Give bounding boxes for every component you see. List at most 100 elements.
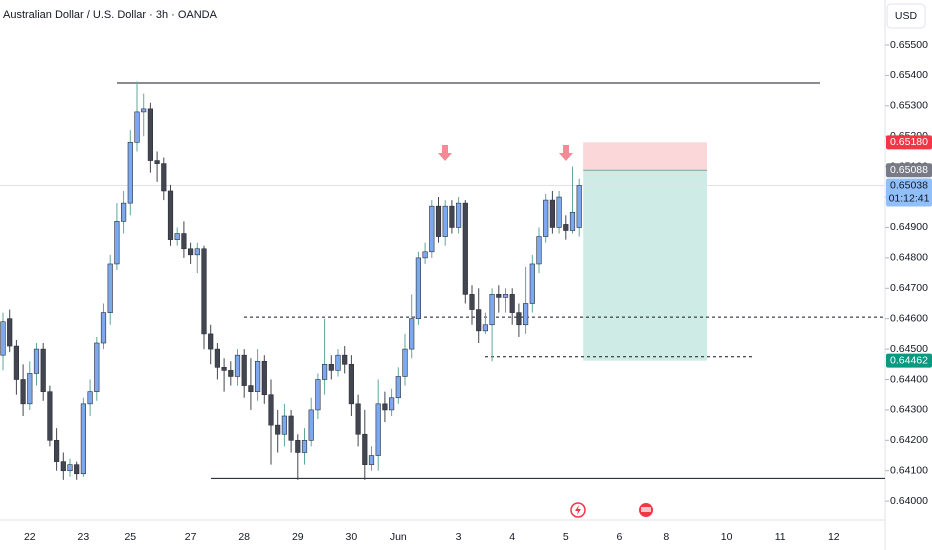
candle-body	[208, 333, 214, 350]
currency-button[interactable]	[886, 3, 926, 29]
y-tick-label: 0.64100	[890, 465, 928, 477]
candle-body	[335, 354, 341, 371]
candle-body	[362, 433, 368, 465]
candle-body	[355, 403, 361, 435]
candle-body	[201, 248, 207, 335]
y-tick-label: 0.64800	[890, 252, 928, 264]
candle-body	[268, 394, 274, 426]
candle-body	[496, 294, 502, 298]
candle-body	[100, 312, 107, 344]
candle-body	[522, 303, 529, 326]
candle-body	[167, 190, 174, 240]
candle-body	[301, 440, 308, 453]
candle-body	[563, 224, 569, 231]
candle-body	[87, 391, 93, 405]
candle-body	[516, 312, 522, 326]
candle-body	[147, 108, 154, 161]
candle-body	[107, 263, 113, 313]
candle-body	[27, 373, 33, 405]
candle-body	[141, 108, 147, 113]
price-tag-label: 0.65038	[890, 179, 928, 191]
candle-body	[275, 424, 281, 435]
candle-body	[221, 367, 227, 371]
candle-body	[388, 397, 395, 411]
candle-body	[482, 324, 489, 332]
x-tick-label: 10	[721, 531, 733, 543]
candle-body	[556, 196, 562, 228]
signal-arrow	[559, 145, 573, 161]
x-tick-label: 27	[185, 531, 197, 543]
price-tag	[886, 353, 932, 368]
y-tick-label: 0.64400	[890, 373, 928, 385]
candle-body	[328, 364, 334, 371]
candle-body	[449, 205, 455, 228]
candle-body	[476, 309, 482, 332]
candle-body	[348, 364, 355, 405]
x-tick-label: 11	[775, 531, 786, 543]
candle-body	[154, 160, 160, 164]
candle-body	[469, 294, 475, 310]
candle-body	[13, 345, 19, 380]
candle-body	[214, 348, 221, 368]
candle-body	[94, 342, 100, 392]
candle-body	[281, 415, 288, 435]
candle-body	[20, 379, 26, 405]
price-tag	[886, 135, 932, 150]
candle-body	[161, 163, 167, 192]
candle-body	[342, 354, 348, 365]
candle-body	[549, 199, 555, 228]
candle-body	[415, 257, 422, 319]
candle-body	[536, 236, 542, 265]
y-tick-label: 0.64900	[890, 221, 928, 233]
candle-body	[569, 211, 576, 231]
x-tick-label: 12	[828, 531, 840, 543]
x-tick-label: 30	[346, 531, 358, 543]
candle-body	[127, 142, 133, 204]
candle-body	[194, 248, 200, 256]
candle-body	[442, 205, 448, 237]
price-tag	[886, 178, 932, 207]
y-tick-label: 0.64000	[890, 495, 928, 507]
price-tag-label: 0.64462	[890, 354, 928, 366]
candle-body	[40, 348, 46, 392]
y-tick-label: 0.64700	[890, 282, 928, 294]
candle-body	[509, 294, 515, 313]
countdown-label: 01:12:41	[889, 192, 930, 204]
candle-body	[368, 455, 375, 465]
signal-arrow	[438, 145, 452, 161]
candle-body	[529, 263, 535, 304]
candle-body	[395, 376, 401, 399]
currency-label[interactable]: USD	[895, 10, 918, 22]
price-tag-label: 0.65088	[890, 164, 928, 176]
y-tick-label: 0.65300	[890, 100, 928, 112]
candle-body	[134, 111, 140, 143]
candle-body	[435, 205, 442, 237]
x-tick-label: 3	[456, 531, 462, 543]
candle-body	[295, 440, 301, 453]
candle-body	[241, 354, 247, 386]
y-tick-label: 0.64600	[890, 312, 928, 324]
candle-body	[489, 294, 495, 326]
candle-body	[234, 354, 241, 377]
candle-body	[308, 409, 314, 441]
price-tag-label: 0.65180	[890, 136, 928, 148]
y-tick-label: 0.65500	[890, 39, 928, 51]
flag-icon-stripes	[641, 507, 651, 512]
candle-body	[315, 379, 321, 411]
y-tick-label: 0.64200	[890, 434, 928, 446]
chart-title: Australian Dollar / U.S. Dollar · 3h · O…	[3, 9, 218, 21]
candle-body	[0, 321, 6, 356]
candle-body	[576, 185, 582, 228]
x-tick-label: 8	[663, 531, 669, 543]
target-zone	[583, 170, 707, 361]
x-tick-label: Jun	[390, 531, 407, 543]
x-tick-label: 29	[292, 531, 304, 543]
candle-body	[60, 461, 66, 472]
candle-body	[543, 199, 549, 237]
candle-body	[53, 440, 60, 462]
y-tick-label: 0.64500	[890, 343, 928, 355]
candle-body	[409, 318, 415, 350]
candle-body	[455, 202, 462, 228]
candle-body	[422, 251, 428, 259]
candle-body	[114, 221, 120, 265]
